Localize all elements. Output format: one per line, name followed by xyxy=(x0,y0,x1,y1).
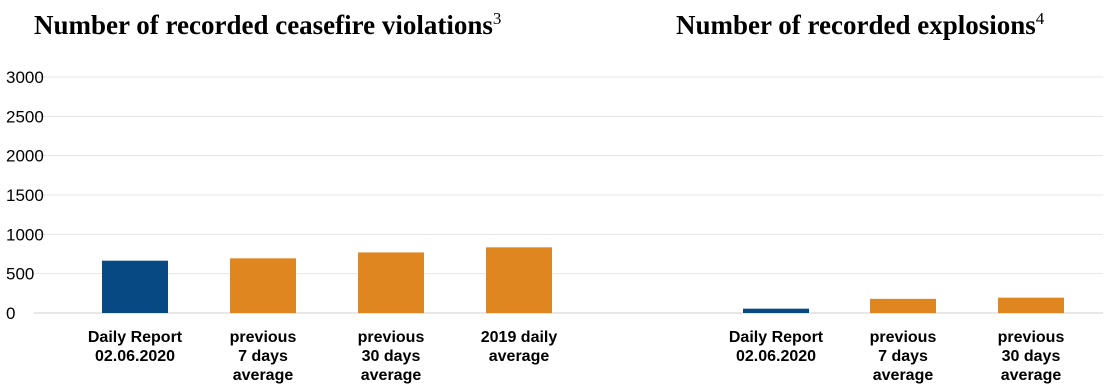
x-tick-label: average xyxy=(1001,367,1062,384)
x-tick-label: 02.06.2020 xyxy=(95,348,175,365)
footnote-3: 3 xyxy=(492,9,502,28)
x-tick-label: average xyxy=(361,367,422,384)
chart-title-explosions: Number of recorded explosions4 xyxy=(676,9,1045,40)
bar xyxy=(870,298,936,313)
x-tick-label: 7 days xyxy=(878,348,928,365)
bar xyxy=(358,252,424,313)
x-tick-label: previous xyxy=(230,329,297,346)
bar xyxy=(102,260,168,313)
bar xyxy=(486,247,552,313)
x-tick-label: 7 days xyxy=(238,348,288,365)
x-tick-label: 30 days xyxy=(362,348,421,365)
bar xyxy=(998,297,1064,313)
x-tick-label: 2019 daily xyxy=(481,329,558,346)
y-tick-label: 0 xyxy=(6,304,15,323)
x-tick-label: Daily Report xyxy=(88,329,183,346)
x-tick-label: 30 days xyxy=(1002,348,1061,365)
y-tick-label: 1000 xyxy=(6,225,44,244)
x-tick-label: previous xyxy=(998,329,1065,346)
bar xyxy=(230,258,296,313)
x-tick-label: previous xyxy=(870,329,937,346)
x-tick-label: average xyxy=(233,367,294,384)
x-tick-label: average xyxy=(489,348,550,365)
y-tick-label: 2000 xyxy=(6,147,44,166)
chart-title-ceasefire: Number of recorded ceasefire violations3 xyxy=(34,9,502,40)
x-tick-label: average xyxy=(873,367,934,384)
y-tick-label: 500 xyxy=(6,265,34,284)
y-tick-label: 3000 xyxy=(6,68,44,87)
x-tick-label: 02.06.2020 xyxy=(736,348,816,365)
bar xyxy=(743,308,809,313)
footnote-4: 4 xyxy=(1035,9,1045,28)
x-tick-label: Daily Report xyxy=(729,329,824,346)
x-tick-label: previous xyxy=(358,329,425,346)
y-tick-label: 1500 xyxy=(6,186,44,205)
y-tick-label: 2500 xyxy=(6,107,44,126)
